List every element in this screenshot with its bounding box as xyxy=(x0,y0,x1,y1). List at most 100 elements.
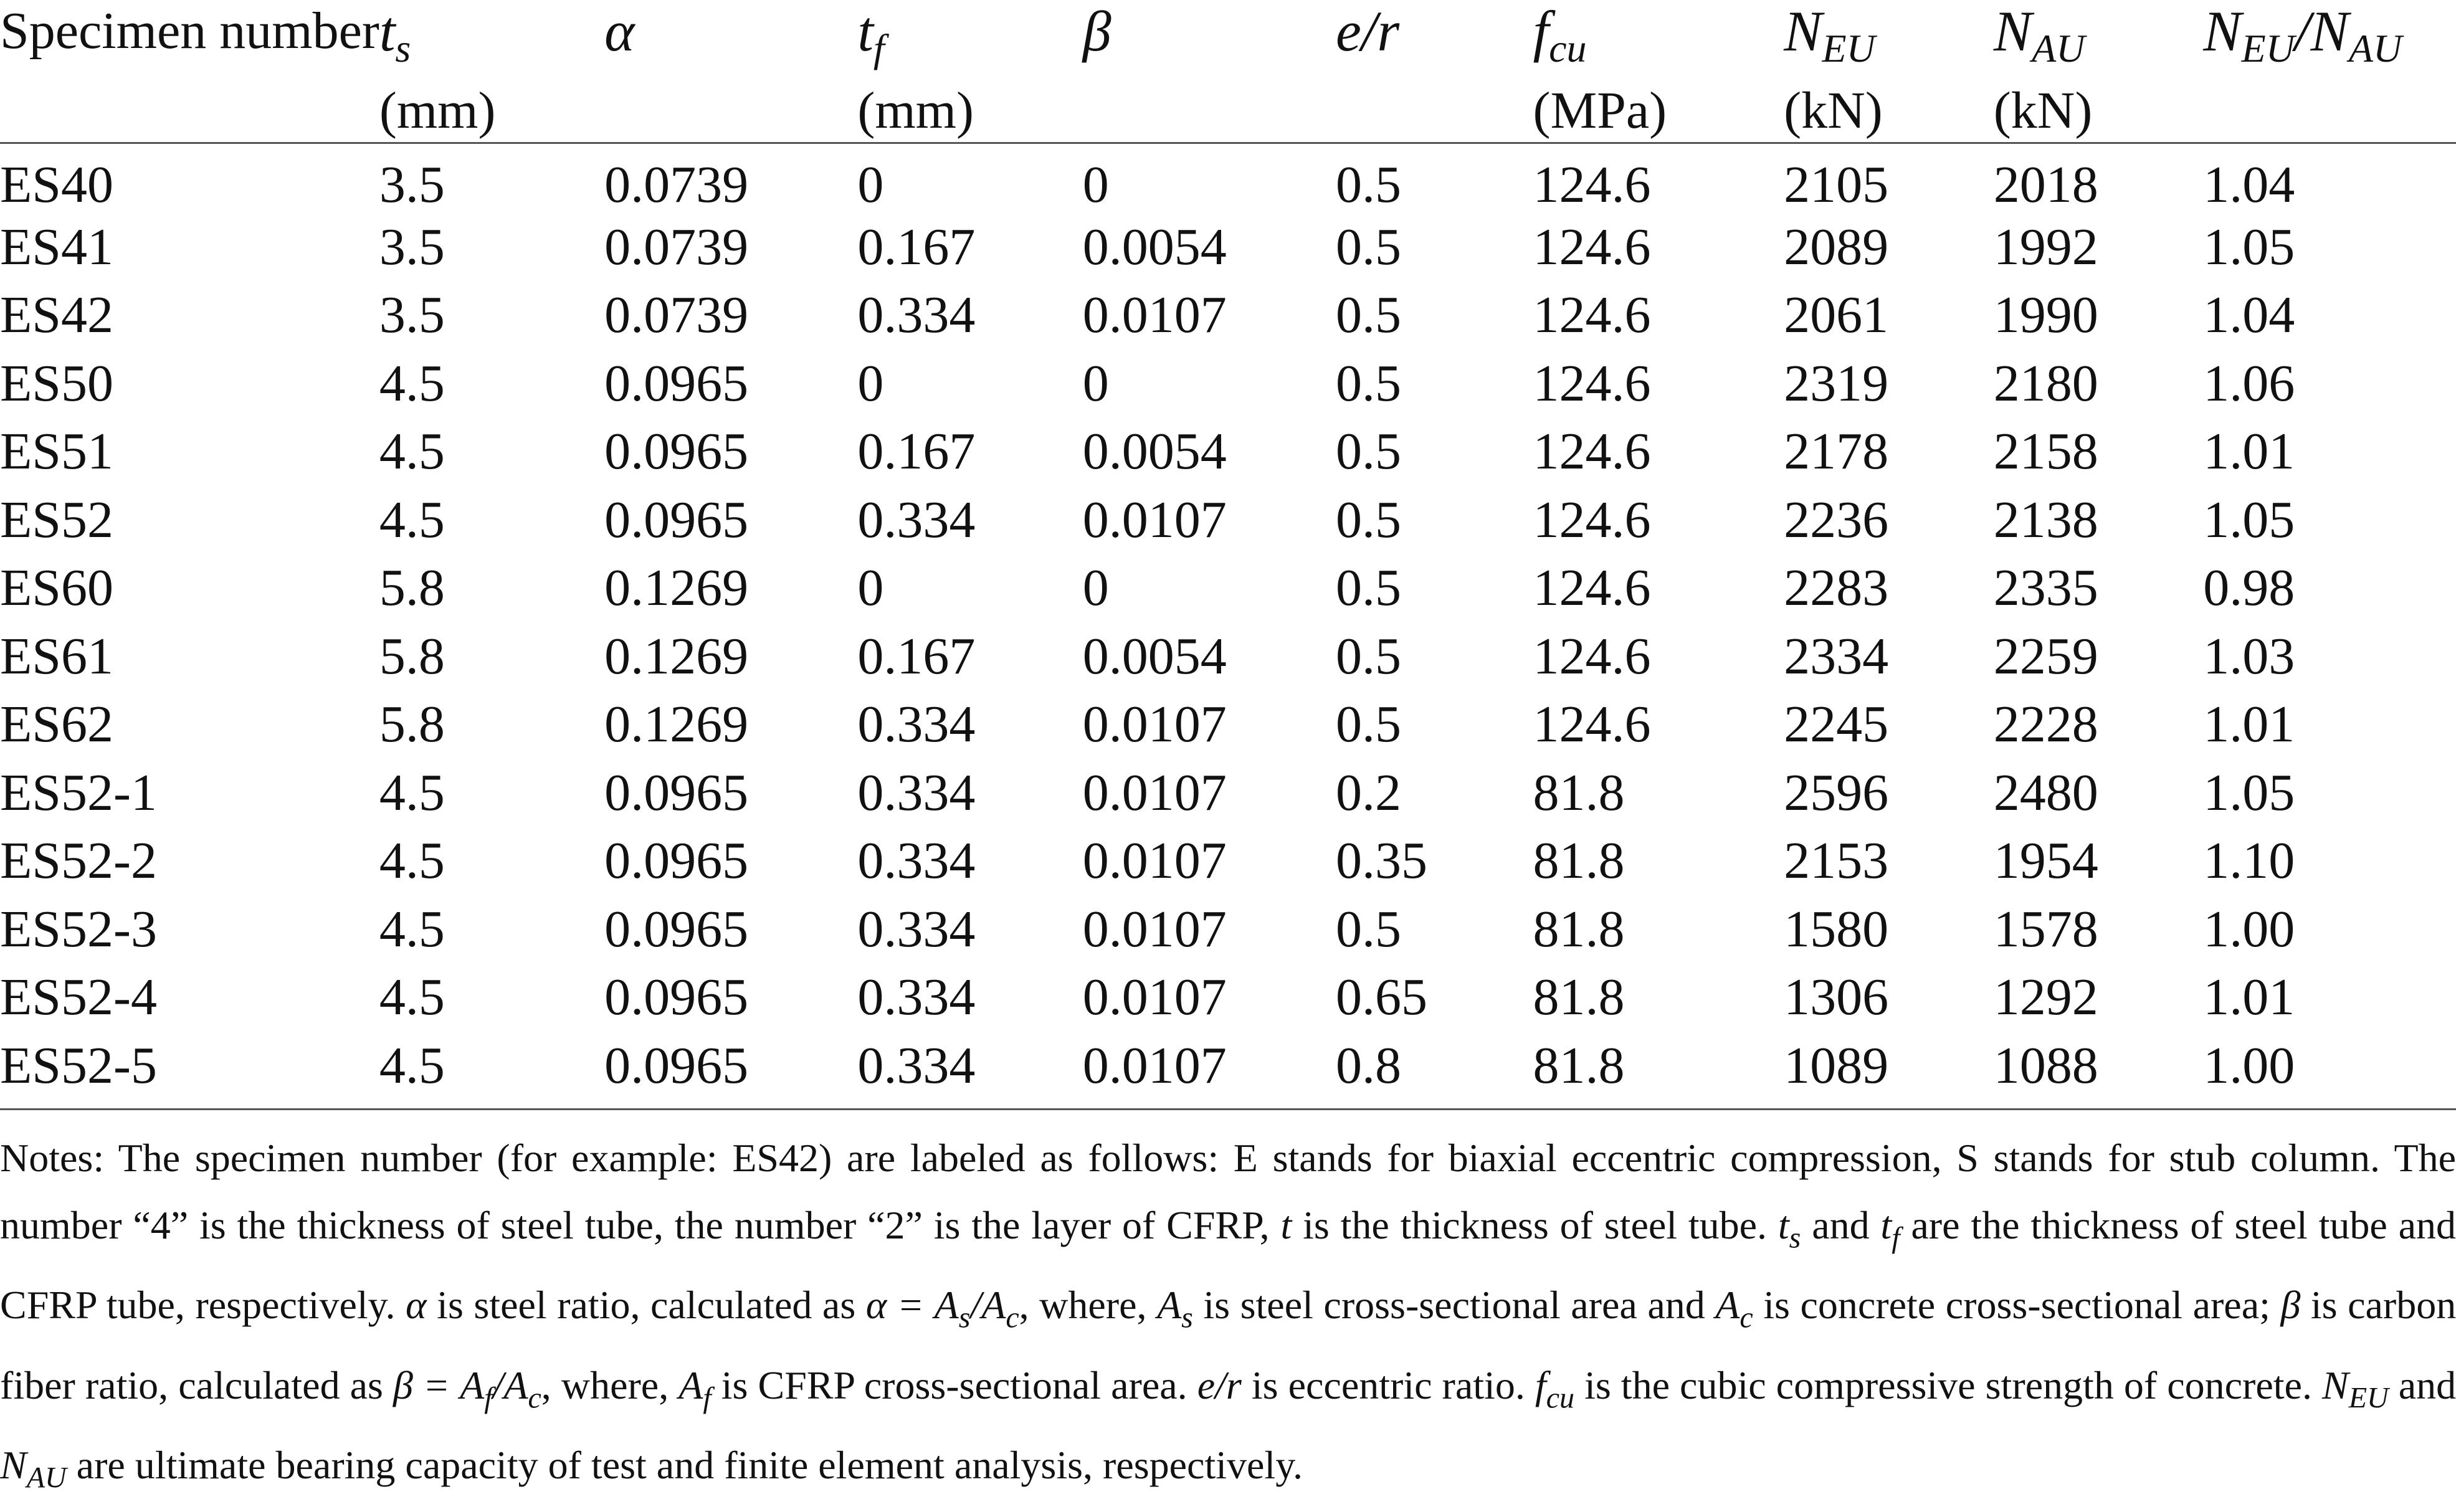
table-row: ES42 3.5 0.0739 0.334 0.0107 0.5 124.6 2061 1990… xyxy=(0,284,2456,353)
cell-alpha: 0.0965 xyxy=(604,490,749,549)
notes-text-4: are the thickness of steel tube and CFRP… xyxy=(0,1203,2456,1328)
cell-er: 0.8 xyxy=(1335,1036,1401,1095)
cell-ts: 4.5 xyxy=(379,422,445,481)
notes-text-3: and xyxy=(1812,1203,1870,1247)
table-row: ES62 5.8 0.1269 0.334 0.0107 0.5 124.6 2245 2228… xyxy=(0,693,2456,762)
cell-fcu: 81.8 xyxy=(1533,832,1625,890)
cell-alpha: 0.0965 xyxy=(604,832,749,890)
cell-nau: 1954 xyxy=(1993,832,2098,890)
cell-specimen: ES41 xyxy=(0,217,114,276)
cell-ratio: 1.01 xyxy=(2203,695,2295,754)
header-fcu: fcu (MPa) xyxy=(1533,0,1784,143)
symbol-nau: N xyxy=(0,1443,27,1488)
cell-tf: 0.334 xyxy=(857,900,976,958)
header-subscript: s xyxy=(395,26,411,70)
cell-alpha: 0.1269 xyxy=(604,695,749,754)
cell-er: 0.5 xyxy=(1335,695,1401,754)
header-er: e/r xyxy=(1336,0,1533,143)
notes-text-2: is the thickness of steel tube. xyxy=(1303,1203,1768,1247)
header-unit: (kN) xyxy=(1784,81,1883,140)
symbol-fcu-sub: cu xyxy=(1546,1381,1574,1415)
table-header: Specimen number ts (mm) α tf (mm) β e/r fcu (MPa)… xyxy=(0,0,2456,143)
table-row: ES40 3.5 0.0739 0 0 0.5 124.6 2105 2018 1.04 xyxy=(0,143,2456,216)
cell-alpha: 0.1269 xyxy=(604,559,749,617)
symbol-beta: β xyxy=(2280,1283,2301,1328)
cell-nau: 2158 xyxy=(1993,422,2098,481)
cell-tf: 0.334 xyxy=(857,490,976,549)
cell-er: 0.5 xyxy=(1335,900,1401,958)
table-row: ES52-2 4.5 0.0965 0.334 0.0107 0.35 81.8 2153 19… xyxy=(0,830,2456,898)
cell-ts: 4.5 xyxy=(379,900,445,958)
cell-tf: 0 xyxy=(857,354,884,412)
cell-nau: 2138 xyxy=(1993,490,2098,549)
header-symbol-line: e/r xyxy=(1336,0,1533,65)
cell-alpha: 0.0965 xyxy=(604,422,749,481)
cell-ratio: 1.05 xyxy=(2203,490,2295,549)
header-symbol-line: tf xyxy=(857,0,1082,80)
alpha-equation: α = A xyxy=(865,1283,959,1328)
notes-text-5: is steel ratio, calculated as xyxy=(437,1283,856,1328)
cell-ratio: 1.00 xyxy=(2203,1036,2295,1095)
cell-ratio: 1.04 xyxy=(2203,286,2295,345)
cell-nau: 2259 xyxy=(1993,627,2098,685)
header-label: Specimen number xyxy=(0,2,379,60)
cell-ratio: 1.04 xyxy=(2203,155,2295,214)
cell-ts: 5.8 xyxy=(379,559,445,617)
header-symbol: α xyxy=(604,0,635,63)
cell-tf: 0 xyxy=(857,559,884,617)
cell-neu: 2596 xyxy=(1784,763,1889,822)
cell-fcu: 124.6 xyxy=(1533,695,1651,754)
notes-text-7: is steel cross-sectional area and xyxy=(1203,1283,1705,1328)
cell-fcu: 124.6 xyxy=(1533,422,1651,481)
cell-tf: 0.167 xyxy=(857,217,976,276)
cell-tf: 0 xyxy=(857,155,884,214)
header-symbol: e/r xyxy=(1335,0,1400,63)
cell-beta: 0.0107 xyxy=(1082,968,1227,1027)
header-symbol: N xyxy=(1993,0,2032,63)
cell-ts: 3.5 xyxy=(379,155,445,214)
symbol-As: A xyxy=(1157,1283,1182,1328)
cell-nau: 2180 xyxy=(1993,354,2098,412)
cell-beta: 0.0054 xyxy=(1082,217,1227,276)
header-subscript: EU xyxy=(2241,26,2295,70)
cell-alpha: 0.1269 xyxy=(604,627,749,685)
cell-fcu: 124.6 xyxy=(1533,627,1651,685)
cell-beta: 0 xyxy=(1082,559,1109,617)
header-unit: (mm) xyxy=(379,81,496,140)
cell-er: 0.5 xyxy=(1335,354,1401,412)
cell-ratio: 1.06 xyxy=(2203,354,2295,412)
cell-neu: 2245 xyxy=(1784,695,1889,754)
cell-specimen: ES50 xyxy=(0,354,114,412)
cell-specimen: ES52-2 xyxy=(0,832,157,890)
cell-er: 0.5 xyxy=(1335,559,1401,617)
header-specimen: Specimen number xyxy=(0,0,379,143)
header-symbol: t xyxy=(379,0,396,63)
notes-text-15: are ultimate bearing capacity of test an… xyxy=(76,1443,1303,1488)
header-symbol-line: α xyxy=(604,0,857,65)
cell-beta: 0 xyxy=(1082,155,1109,214)
table-notes: Notes: The specimen number (for example:… xyxy=(0,1124,2456,1512)
header-symbol-line: NEU/NAU xyxy=(2203,0,2456,80)
symbol-Af-sub: f xyxy=(703,1381,712,1415)
cell-specimen: ES40 xyxy=(0,155,114,214)
cell-specimen: ES52-1 xyxy=(0,763,157,822)
cell-beta: 0.0107 xyxy=(1082,286,1227,345)
cell-nau: 2480 xyxy=(1993,763,2098,822)
cell-ts: 4.5 xyxy=(379,1036,445,1095)
symbol-Ac-sub: c xyxy=(1740,1301,1753,1334)
cell-er: 0.5 xyxy=(1335,286,1401,345)
cell-specimen: ES42 xyxy=(0,286,114,345)
symbol-Ac: A xyxy=(1715,1283,1740,1328)
table-row: ES52-3 4.5 0.0965 0.334 0.0107 0.5 81.8 1580 157… xyxy=(0,898,2456,967)
symbol-neu-sub: EU xyxy=(2348,1381,2389,1415)
cell-nau: 1578 xyxy=(1993,900,2098,958)
results-table: Specimen number ts (mm) α tf (mm) β e/r fcu (MPa)… xyxy=(0,0,2456,1110)
header-neu: NEU (kN) xyxy=(1784,0,1994,143)
table-body: ES40 3.5 0.0739 0 0 0.5 124.6 2105 2018 1.04 ES41 3… xyxy=(0,143,2456,1110)
header-symbol: N xyxy=(2203,0,2242,63)
cell-ts: 4.5 xyxy=(379,968,445,1027)
cell-alpha: 0.0739 xyxy=(604,217,749,276)
cell-fcu: 124.6 xyxy=(1533,354,1651,412)
cell-ts: 5.8 xyxy=(379,695,445,754)
